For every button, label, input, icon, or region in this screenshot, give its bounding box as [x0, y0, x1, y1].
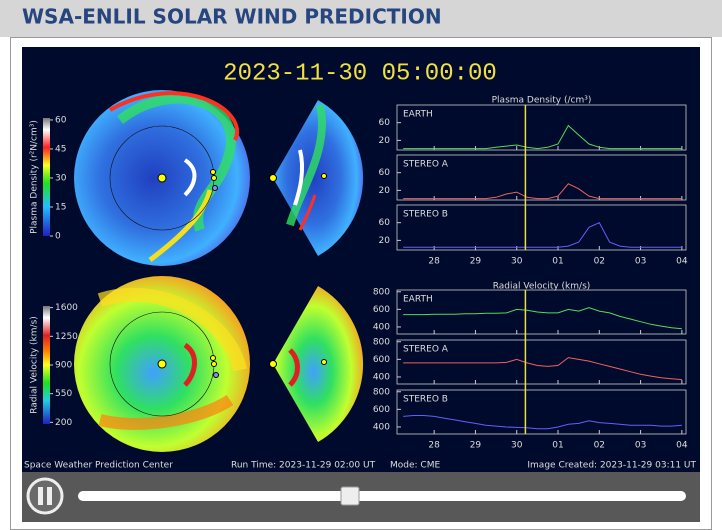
x-tick-label: 30 — [511, 441, 523, 451]
x-tick-label: 03 — [635, 441, 646, 451]
y-tick-label: 20 — [379, 186, 391, 196]
y-tick-label: 60 — [379, 168, 391, 178]
colorbar-tick-label: 0 — [55, 232, 61, 242]
x-tick-label: 29 — [470, 441, 482, 451]
panel — [396, 154, 687, 201]
x-tick-label: 04 — [676, 257, 688, 267]
x-tick-label: 02 — [594, 441, 605, 451]
y-tick-label: 60 — [379, 118, 391, 128]
x-tick-label: 30 — [511, 257, 523, 267]
colorbar-tick-label: 15 — [55, 202, 66, 212]
footer-credit: Space Weather Prediction Center — [24, 461, 173, 471]
y-tick-label: 600 — [373, 305, 390, 315]
colorbar-tick-label: 900 — [55, 361, 72, 371]
timestamp: 2023-11-30 05:00:00 — [223, 60, 497, 87]
series-line — [403, 124, 682, 150]
series-line — [403, 183, 682, 200]
velocity-map — [74, 276, 364, 452]
legend-label: STEREO A — [403, 160, 449, 170]
chart-title: Plasma Density (/cm³) — [492, 96, 592, 106]
colorbar-tick-label: 45 — [55, 144, 66, 154]
chart-title: Radial Velocity (km/s) — [493, 282, 591, 292]
y-tick-label: 800 — [373, 337, 390, 347]
colorbar-label: Plasma Density (r²N/cm³) — [30, 120, 40, 234]
x-tick-label: 04 — [676, 441, 688, 451]
slider-track[interactable] — [78, 491, 686, 501]
legend-label: EARTH — [403, 110, 433, 120]
y-tick-label: 600 — [373, 405, 390, 415]
panel — [396, 104, 687, 151]
legend-label: EARTH — [403, 295, 433, 305]
series-line — [403, 415, 682, 430]
colorbar-tick-label: 1600 — [55, 303, 78, 313]
y-tick-label: 400 — [373, 422, 390, 432]
x-tick-label: 28 — [428, 441, 440, 451]
density-map — [74, 90, 364, 266]
footer-image-created: Image Created: 2023-11-29 03:11 UT — [527, 461, 696, 471]
colorbar-tick-label: 1250 — [55, 332, 78, 342]
y-tick-label: 60 — [379, 218, 391, 228]
x-tick-label: 28 — [428, 257, 440, 267]
y-tick-label: 600 — [373, 355, 390, 365]
x-tick-label: 29 — [470, 257, 482, 267]
panel — [396, 289, 687, 335]
colorbar-tick-label: 60 — [55, 115, 67, 125]
panel — [396, 204, 687, 251]
y-tick-label: 400 — [373, 372, 390, 382]
header-title: WSA-ENLIL SOLAR WIND PREDICTION — [22, 5, 442, 29]
colorbar-tick-label: 30 — [55, 173, 67, 183]
x-tick-label: 01 — [552, 441, 563, 451]
panel — [396, 339, 687, 385]
colorbar-label: Radial Velocity (km/s) — [30, 316, 40, 414]
series-line — [403, 357, 682, 381]
colorbar — [43, 306, 50, 424]
y-tick-label: 800 — [373, 287, 390, 297]
y-tick-label: 20 — [379, 136, 391, 146]
y-tick-label: 800 — [373, 387, 390, 397]
panel — [396, 389, 687, 435]
footer-mode: Mode: CME — [390, 461, 440, 471]
x-tick-label: 02 — [594, 257, 605, 267]
legend-label: STEREO A — [403, 345, 449, 355]
legend-label: STEREO B — [403, 395, 448, 405]
series-line — [403, 307, 682, 330]
x-tick-label: 01 — [552, 257, 563, 267]
footer-run-time: Run Time: 2023-11-29 02:00 UT — [231, 461, 376, 471]
legend-label: STEREO B — [403, 210, 448, 220]
slider-thumb[interactable] — [340, 486, 360, 506]
colorbar-tick-label: 200 — [55, 418, 72, 428]
series-line — [403, 222, 682, 248]
y-tick-label: 400 — [373, 322, 390, 332]
colorbar — [43, 118, 50, 236]
x-tick-label: 03 — [635, 257, 646, 267]
colorbar-tick-label: 550 — [55, 389, 72, 399]
pause-button[interactable] — [26, 477, 64, 515]
y-tick-label: 20 — [379, 236, 391, 246]
header-bar — [0, 0, 722, 37]
